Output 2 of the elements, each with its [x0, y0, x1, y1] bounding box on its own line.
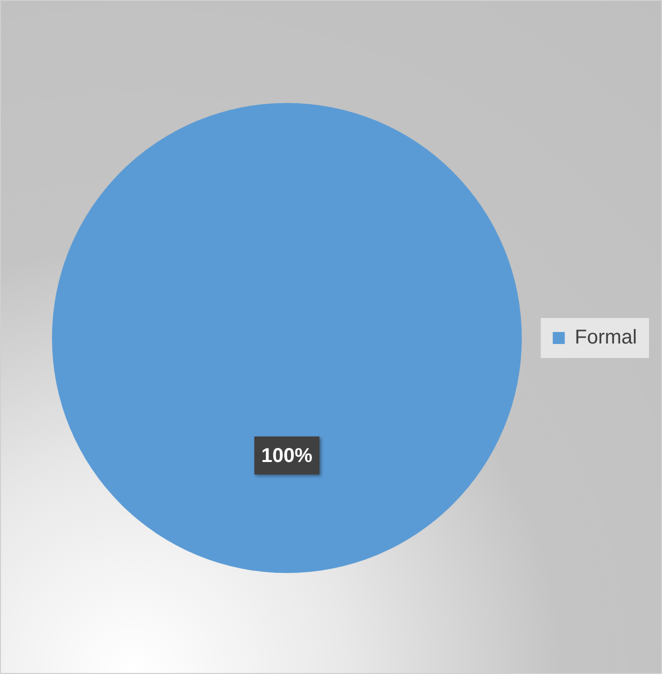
legend-label: Formal — [574, 326, 638, 349]
data-label: 100% — [261, 445, 313, 468]
